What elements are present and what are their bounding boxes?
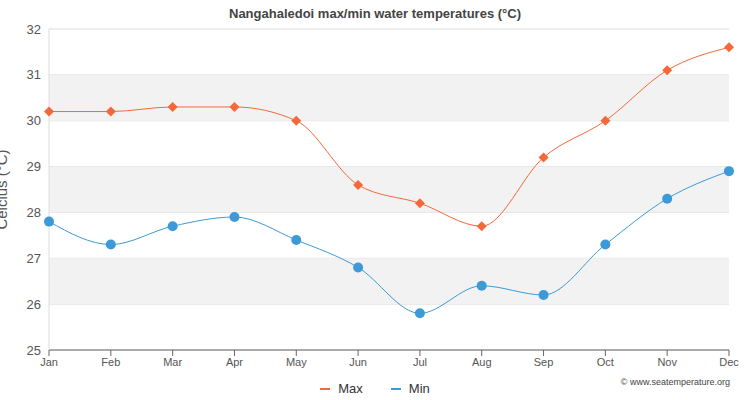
svg-text:Jan: Jan [40, 356, 58, 368]
svg-text:Mar: Mar [163, 356, 182, 368]
svg-text:25: 25 [27, 343, 41, 358]
svg-text:26: 26 [27, 297, 41, 312]
svg-text:29: 29 [27, 159, 41, 174]
svg-text:31: 31 [27, 67, 41, 82]
svg-text:Aug: Aug [472, 356, 492, 368]
svg-text:Apr: Apr [226, 356, 243, 368]
html-text:Min: Min [408, 381, 430, 396]
svg-text:Jun: Jun [349, 356, 367, 368]
svg-text:May: May [286, 356, 307, 368]
svg-text:30: 30 [27, 113, 41, 128]
svg-text:27: 27 [27, 251, 41, 266]
svg-text:Oct: Oct [597, 356, 614, 368]
svg-text:Sep: Sep [534, 356, 554, 368]
svg-text:Dec: Dec [719, 356, 739, 368]
svg-text:Jul: Jul [413, 356, 427, 368]
html-text:Max: Max [338, 381, 363, 396]
svg-text:28: 28 [27, 205, 41, 220]
html-text:© www.seatemperature.org: © www.seatemperature.org [620, 377, 730, 387]
svg-text:Celcius (°C): Celcius (°C) [0, 149, 10, 229]
svg-text:32: 32 [27, 22, 41, 37]
html-text:Nangahaledoi max/min water tem: Nangahaledoi max/min water temperatures … [229, 6, 521, 21]
svg-text:Feb: Feb [101, 356, 120, 368]
svg-text:Nov: Nov [657, 356, 677, 368]
